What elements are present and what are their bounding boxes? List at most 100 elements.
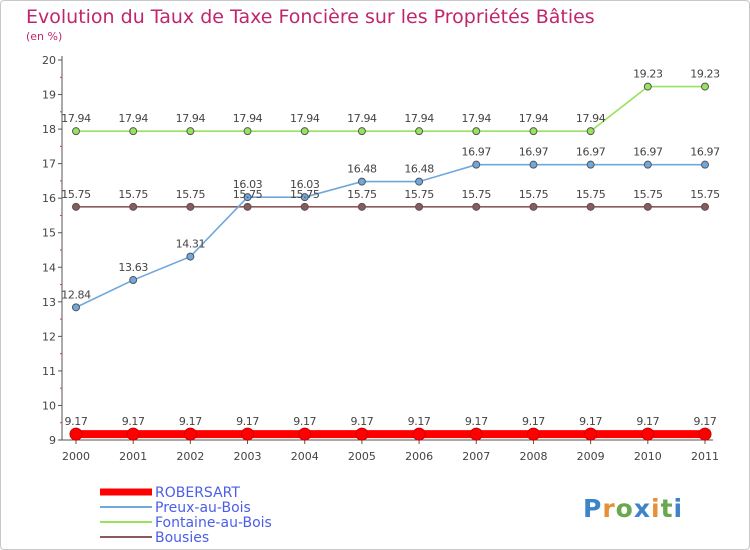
series-bousies bbox=[72, 202, 709, 211]
series-line bbox=[75, 163, 705, 309]
y-tick-label: 17 bbox=[42, 158, 56, 171]
data-point bbox=[526, 427, 540, 441]
x-tick-label: 2004 bbox=[291, 450, 319, 463]
x-tick-label: 2003 bbox=[234, 450, 262, 463]
data-label: 15.75 bbox=[576, 188, 606, 201]
legend-label: Bousies bbox=[155, 530, 209, 546]
data-point bbox=[355, 427, 369, 441]
data-label: 19.23 bbox=[690, 68, 720, 81]
data-point bbox=[300, 193, 309, 202]
y-tick-label: 12 bbox=[42, 330, 56, 343]
data-point bbox=[300, 202, 309, 211]
data-point bbox=[300, 127, 309, 136]
series-fontaine-au-bois bbox=[72, 82, 709, 136]
data-point bbox=[643, 160, 652, 169]
data-label: 13.63 bbox=[118, 261, 148, 274]
data-point bbox=[357, 202, 366, 211]
data-label: 15.75 bbox=[347, 188, 377, 201]
data-point bbox=[186, 252, 195, 261]
legend-item: ROBERSART bbox=[100, 485, 240, 501]
data-point bbox=[701, 82, 709, 91]
data-label: 17.94 bbox=[404, 112, 434, 125]
y-tick-label: 15 bbox=[42, 227, 56, 240]
data-point bbox=[469, 427, 483, 441]
data-point bbox=[529, 160, 538, 169]
data-label: 9.17 bbox=[694, 415, 717, 428]
data-point bbox=[241, 427, 255, 441]
data-label: 15.75 bbox=[233, 188, 263, 201]
data-label: 9.17 bbox=[350, 415, 373, 428]
data-point bbox=[415, 202, 424, 211]
data-label: 17.94 bbox=[462, 112, 492, 125]
data-label: 16.48 bbox=[347, 163, 377, 176]
data-point bbox=[129, 127, 138, 136]
y-tick-label: 11 bbox=[42, 365, 56, 378]
legend-label: Fontaine-au-Bois bbox=[155, 515, 272, 531]
series-preux-au-bois bbox=[72, 160, 709, 312]
x-tick-label: 2000 bbox=[62, 450, 90, 463]
data-label: 15.75 bbox=[690, 188, 720, 201]
data-label: 15.75 bbox=[290, 188, 320, 201]
data-point bbox=[472, 160, 481, 169]
y-tick-label: 13 bbox=[42, 296, 56, 309]
data-labels-robersart: 9.17 9.17 9.17 9.17 9.17 9.17 9.17 9.17 9.17 9.17… bbox=[65, 415, 718, 428]
data-point bbox=[72, 202, 80, 211]
data-label: 9.17 bbox=[408, 415, 431, 428]
x-tick-label: 2002 bbox=[176, 450, 204, 463]
data-point bbox=[472, 127, 481, 136]
data-label: 16.97 bbox=[576, 146, 606, 159]
data-label: 15.75 bbox=[462, 188, 492, 201]
y-tick-label: 19 bbox=[42, 89, 56, 102]
series-line bbox=[76, 85, 705, 132]
x-tick-label: 2007 bbox=[462, 450, 490, 463]
data-point bbox=[641, 427, 655, 441]
data-point bbox=[129, 202, 138, 211]
data-label: 17.94 bbox=[61, 112, 91, 125]
data-label: 16.48 bbox=[404, 163, 434, 176]
y-tick-label: 18 bbox=[42, 123, 56, 136]
data-labels-preux-au-bois: 12.84 13.63 14.31 16.03 16.03 16.48 16.48 16.97… bbox=[61, 146, 720, 302]
data-label: 16.97 bbox=[462, 146, 492, 159]
data-label: 9.17 bbox=[579, 415, 602, 428]
data-point bbox=[243, 193, 252, 202]
data-label: 15.75 bbox=[404, 188, 434, 201]
data-point bbox=[698, 427, 712, 441]
data-label: 16.97 bbox=[690, 146, 720, 159]
data-label: 9.17 bbox=[636, 415, 659, 428]
y-axis-unit-label: (en %) bbox=[26, 30, 62, 43]
y-tick-label: 16 bbox=[42, 192, 56, 205]
data-point bbox=[586, 202, 595, 211]
data-label: 17.94 bbox=[290, 112, 320, 125]
y-tick-label: 20 bbox=[42, 54, 56, 67]
x-tick-label: 2006 bbox=[405, 450, 433, 463]
axes: 9 10 11 12 13 14 15 16 17 18 19 20 2000 2001 2002 2003 2… bbox=[42, 54, 719, 463]
data-point bbox=[72, 127, 80, 136]
data-point bbox=[186, 127, 195, 136]
y-tick-label: 10 bbox=[42, 399, 56, 412]
data-point bbox=[298, 427, 312, 441]
data-label: 16.03 bbox=[233, 178, 263, 191]
data-point bbox=[701, 202, 709, 211]
legend-item: Preux-au-Bois bbox=[100, 500, 251, 516]
data-point bbox=[412, 427, 426, 441]
data-label: 17.94 bbox=[576, 112, 606, 125]
x-tick-label: 2009 bbox=[577, 450, 605, 463]
data-point bbox=[415, 177, 424, 186]
data-point bbox=[701, 160, 709, 169]
data-point bbox=[129, 276, 138, 285]
data-point bbox=[529, 127, 538, 136]
data-point bbox=[472, 202, 481, 211]
data-label: 15.75 bbox=[118, 188, 148, 201]
data-point bbox=[243, 202, 252, 211]
data-label: 9.17 bbox=[122, 415, 145, 428]
legend-label: Preux-au-Bois bbox=[155, 500, 251, 516]
data-label: 9.17 bbox=[179, 415, 202, 428]
data-labels-bousies: 15.75 15.75 15.75 15.75 15.75 15.75 15.75 15.75… bbox=[61, 188, 720, 201]
chart-title: Evolution du Taux de Taxe Foncière sur l… bbox=[26, 6, 595, 28]
data-label: 19.23 bbox=[633, 68, 663, 81]
data-label: 9.17 bbox=[465, 415, 488, 428]
data-point bbox=[415, 127, 424, 136]
data-point bbox=[357, 127, 366, 136]
data-point bbox=[126, 427, 140, 441]
